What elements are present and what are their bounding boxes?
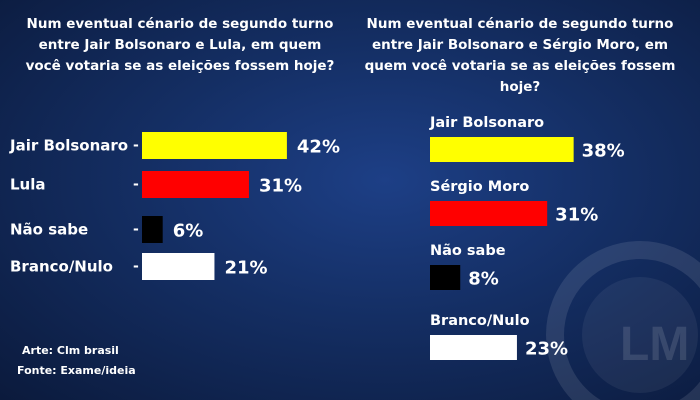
bar — [430, 201, 548, 226]
bar-value-label: 31% — [259, 176, 302, 197]
bar-label-dash: - — [133, 177, 139, 193]
bar-label-dash: - — [133, 259, 139, 275]
bar-label-dash: - — [133, 222, 139, 238]
bar-category-label: Branco/Nulo — [430, 313, 530, 329]
source-text: Fonte: Exame/ideia — [17, 364, 136, 377]
bar — [142, 132, 287, 159]
bar-value-label: 31% — [555, 205, 598, 226]
bar — [430, 137, 574, 162]
bar-category-label: Não sabe — [430, 243, 506, 259]
bar-value-label: 6% — [173, 221, 204, 242]
bar-category-label: Não sabe — [10, 221, 88, 239]
bar-label-dash: - — [133, 138, 139, 154]
bar-category-label: Branco/Nulo — [10, 258, 113, 276]
bar — [142, 171, 249, 198]
bar — [430, 335, 517, 360]
bar — [142, 253, 215, 280]
bar-value-label: 23% — [525, 339, 568, 360]
bar-value-label: 21% — [224, 258, 267, 279]
bar-category-label: Jair Bolsonaro — [9, 137, 128, 155]
bar-value-label: 8% — [468, 269, 499, 290]
right-chart-title: Num eventual cénario de segundo turno en… — [364, 16, 676, 95]
bar-category-label: Jair Bolsonaro — [429, 115, 544, 131]
bar-category-label: Lula — [10, 176, 46, 194]
bar-value-label: 38% — [582, 141, 625, 162]
credit-text: Arte: Clm brasil — [22, 344, 119, 357]
bar — [142, 216, 163, 243]
left-chart-title: Num eventual cénario de segundo turno en… — [25, 16, 335, 74]
svg-text:LM: LM — [620, 318, 689, 371]
bar-value-label: 42% — [297, 137, 340, 158]
bar — [430, 265, 461, 290]
bar-category-label: Sérgio Moro — [430, 179, 529, 195]
